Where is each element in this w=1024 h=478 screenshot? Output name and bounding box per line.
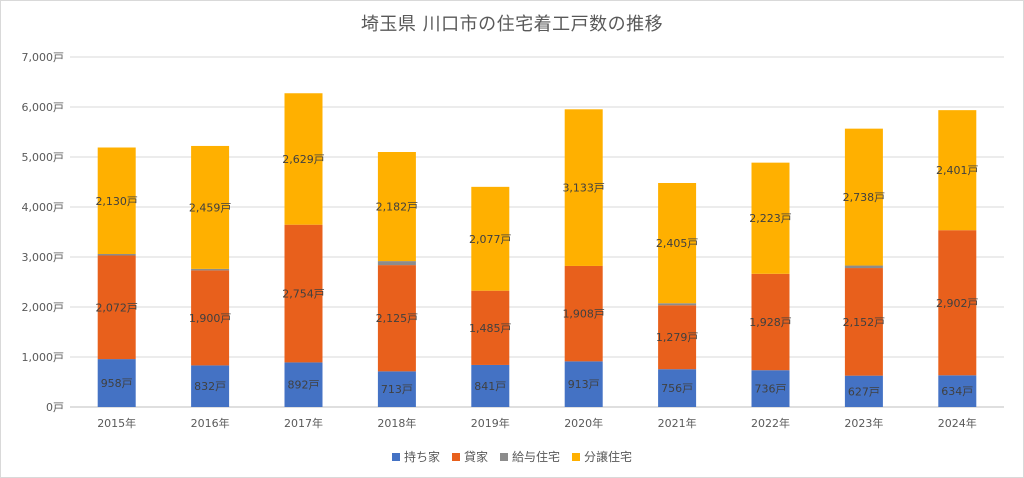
data-label: 2,401戸 bbox=[936, 164, 979, 177]
data-label: 2,902戸 bbox=[936, 297, 979, 310]
bar-segment bbox=[844, 128, 883, 266]
bar-segment bbox=[377, 371, 416, 407]
x-tick-label: 2021年 bbox=[658, 416, 697, 430]
bar-segment bbox=[658, 305, 697, 370]
data-label: 1,485戸 bbox=[469, 322, 512, 335]
y-tick-label: 2,000戸 bbox=[22, 301, 65, 314]
data-label: 2,629戸 bbox=[282, 153, 325, 166]
bar-segment bbox=[284, 362, 323, 407]
bar-segment bbox=[844, 375, 883, 407]
bar-segment bbox=[564, 265, 603, 362]
y-tick-label: 7,000戸 bbox=[22, 51, 65, 64]
data-label: 2,754戸 bbox=[282, 288, 325, 301]
data-label: 841戸 bbox=[474, 380, 506, 393]
bar-segment bbox=[284, 224, 323, 363]
y-tick-label: 5,000戸 bbox=[22, 151, 65, 164]
x-tick-label: 2022年 bbox=[751, 416, 790, 430]
data-label: 736戸 bbox=[755, 383, 787, 396]
data-label: 2,182戸 bbox=[376, 201, 419, 214]
x-tick-label: 2024年 bbox=[938, 416, 977, 430]
data-label: 892戸 bbox=[288, 379, 320, 392]
bar-segment bbox=[844, 265, 883, 269]
data-label: 1,908戸 bbox=[562, 308, 605, 321]
data-label: 1,928戸 bbox=[749, 316, 792, 329]
legend-item: 給与住宅 bbox=[500, 448, 560, 465]
x-tick-label: 2015年 bbox=[97, 416, 136, 430]
x-tick-label: 2018年 bbox=[377, 416, 416, 430]
data-label: 2,072戸 bbox=[95, 301, 138, 314]
data-label: 958戸 bbox=[101, 377, 133, 390]
legend-label: 持ち家 bbox=[403, 450, 440, 464]
bar-segment bbox=[191, 268, 230, 271]
y-tick-label: 4,000戸 bbox=[22, 201, 65, 214]
bar-segment bbox=[97, 254, 136, 256]
data-label: 832戸 bbox=[194, 380, 226, 393]
data-label: 2,738戸 bbox=[843, 191, 886, 204]
bar-segment bbox=[844, 268, 883, 376]
bar-segment bbox=[471, 364, 510, 407]
legend-swatch bbox=[451, 452, 460, 461]
legend-item: 持ち家 bbox=[391, 448, 440, 465]
legend-label: 給与住宅 bbox=[512, 450, 561, 464]
bar-segment bbox=[471, 186, 510, 291]
bar-segment bbox=[377, 265, 416, 372]
data-label: 2,125戸 bbox=[376, 312, 419, 325]
legend-label: 貸家 bbox=[463, 450, 488, 464]
bar-segment bbox=[191, 270, 230, 366]
y-tick-label: 3,000戸 bbox=[22, 251, 65, 264]
chart-title: 埼玉県 川口市の住宅着工戸数の推移 bbox=[360, 14, 664, 35]
data-label: 627戸 bbox=[848, 385, 880, 398]
legend-item: 分譲住宅 bbox=[572, 448, 632, 465]
data-label: 3,133戸 bbox=[562, 182, 605, 195]
bar-segment bbox=[564, 361, 603, 407]
bar-segment bbox=[191, 145, 230, 269]
x-tick-label: 2023年 bbox=[844, 416, 883, 430]
bar-segment bbox=[751, 370, 790, 407]
bar-segment bbox=[658, 303, 697, 306]
bar-segment bbox=[471, 290, 510, 365]
x-tick-label: 2016年 bbox=[191, 416, 230, 430]
legend-swatch bbox=[572, 452, 581, 461]
x-tick-label: 2020年 bbox=[564, 416, 603, 430]
y-tick-label: 0戸 bbox=[46, 401, 64, 414]
legend-item: 貸家 bbox=[451, 448, 488, 465]
bar-segment bbox=[938, 110, 977, 231]
x-tick-label: 2019年 bbox=[471, 416, 510, 430]
bar-segment bbox=[938, 375, 977, 407]
bar-segment bbox=[658, 369, 697, 407]
data-label: 2,459戸 bbox=[189, 201, 232, 214]
data-label: 1,279戸 bbox=[656, 331, 699, 344]
data-label: 634戸 bbox=[941, 385, 973, 398]
bar-segment bbox=[658, 183, 697, 304]
bar-segment bbox=[751, 273, 790, 371]
x-tick-label: 2017年 bbox=[284, 416, 323, 430]
bar-segment bbox=[97, 359, 136, 407]
data-label: 2,223戸 bbox=[749, 212, 792, 225]
data-label: 1,900戸 bbox=[189, 312, 232, 325]
bar-segment bbox=[97, 147, 136, 254]
data-label: 2,152戸 bbox=[843, 316, 886, 329]
legend-swatch bbox=[500, 452, 508, 461]
y-tick-label: 6,000戸 bbox=[22, 101, 65, 114]
legend-label: 分譲住宅 bbox=[584, 450, 633, 464]
data-label: 2,405戸 bbox=[656, 237, 699, 250]
data-label: 756戸 bbox=[661, 382, 693, 395]
y-tick-label: 1,000戸 bbox=[22, 351, 65, 364]
bar-segment bbox=[751, 162, 790, 274]
legend-swatch bbox=[391, 452, 400, 461]
data-label: 913戸 bbox=[568, 378, 600, 391]
data-label: 2,077戸 bbox=[469, 233, 512, 246]
data-label: 713戸 bbox=[381, 383, 413, 396]
bar-segment bbox=[191, 365, 230, 407]
data-label: 2,130戸 bbox=[95, 195, 138, 208]
bar-segment bbox=[564, 109, 603, 266]
bar-segment bbox=[377, 152, 416, 262]
chart-legend: 持ち家 貸家 給与住宅 分譲住宅 bbox=[0, 448, 1024, 465]
bar-segment bbox=[938, 230, 977, 376]
bar-segment bbox=[97, 255, 136, 360]
bar-segment bbox=[377, 261, 416, 266]
bar-segment bbox=[284, 93, 323, 225]
